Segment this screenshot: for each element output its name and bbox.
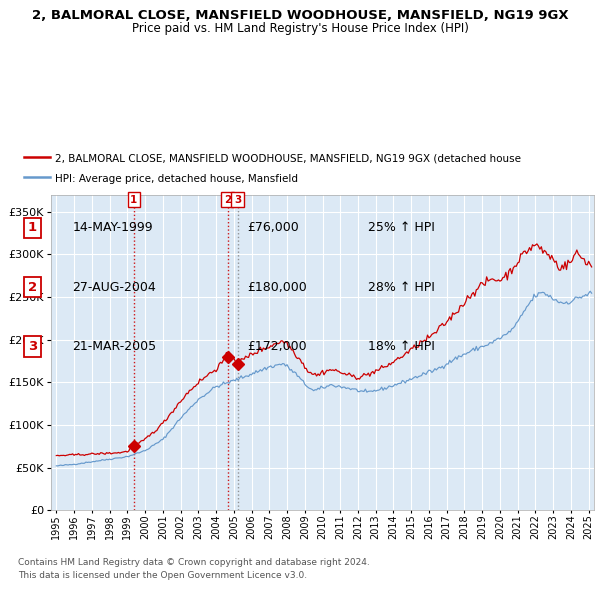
Text: 2, BALMORAL CLOSE, MANSFIELD WOODHOUSE, MANSFIELD, NG19 9GX: 2, BALMORAL CLOSE, MANSFIELD WOODHOUSE, … (32, 9, 568, 22)
Text: HPI: Average price, detached house, Mansfield: HPI: Average price, detached house, Mans… (55, 173, 298, 183)
Text: Price paid vs. HM Land Registry's House Price Index (HPI): Price paid vs. HM Land Registry's House … (131, 22, 469, 35)
Text: This data is licensed under the Open Government Licence v3.0.: This data is licensed under the Open Gov… (18, 571, 307, 580)
Text: 3: 3 (234, 195, 241, 205)
Text: £180,000: £180,000 (247, 281, 307, 294)
Text: 21-MAR-2005: 21-MAR-2005 (73, 340, 157, 353)
Text: 3: 3 (28, 340, 37, 353)
Text: 28% ↑ HPI: 28% ↑ HPI (368, 281, 434, 294)
Text: 27-AUG-2004: 27-AUG-2004 (73, 281, 156, 294)
Text: 2, BALMORAL CLOSE, MANSFIELD WOODHOUSE, MANSFIELD, NG19 9GX (detached house: 2, BALMORAL CLOSE, MANSFIELD WOODHOUSE, … (55, 153, 521, 163)
Text: 2: 2 (28, 281, 37, 294)
Text: £76,000: £76,000 (247, 221, 299, 234)
Text: 18% ↑ HPI: 18% ↑ HPI (368, 340, 434, 353)
Text: 14-MAY-1999: 14-MAY-1999 (73, 221, 153, 234)
Text: 25% ↑ HPI: 25% ↑ HPI (368, 221, 434, 234)
Text: Contains HM Land Registry data © Crown copyright and database right 2024.: Contains HM Land Registry data © Crown c… (18, 558, 370, 566)
Text: 2: 2 (224, 195, 231, 205)
Text: 1: 1 (130, 195, 137, 205)
Text: £172,000: £172,000 (247, 340, 307, 353)
Text: 1: 1 (28, 221, 37, 234)
